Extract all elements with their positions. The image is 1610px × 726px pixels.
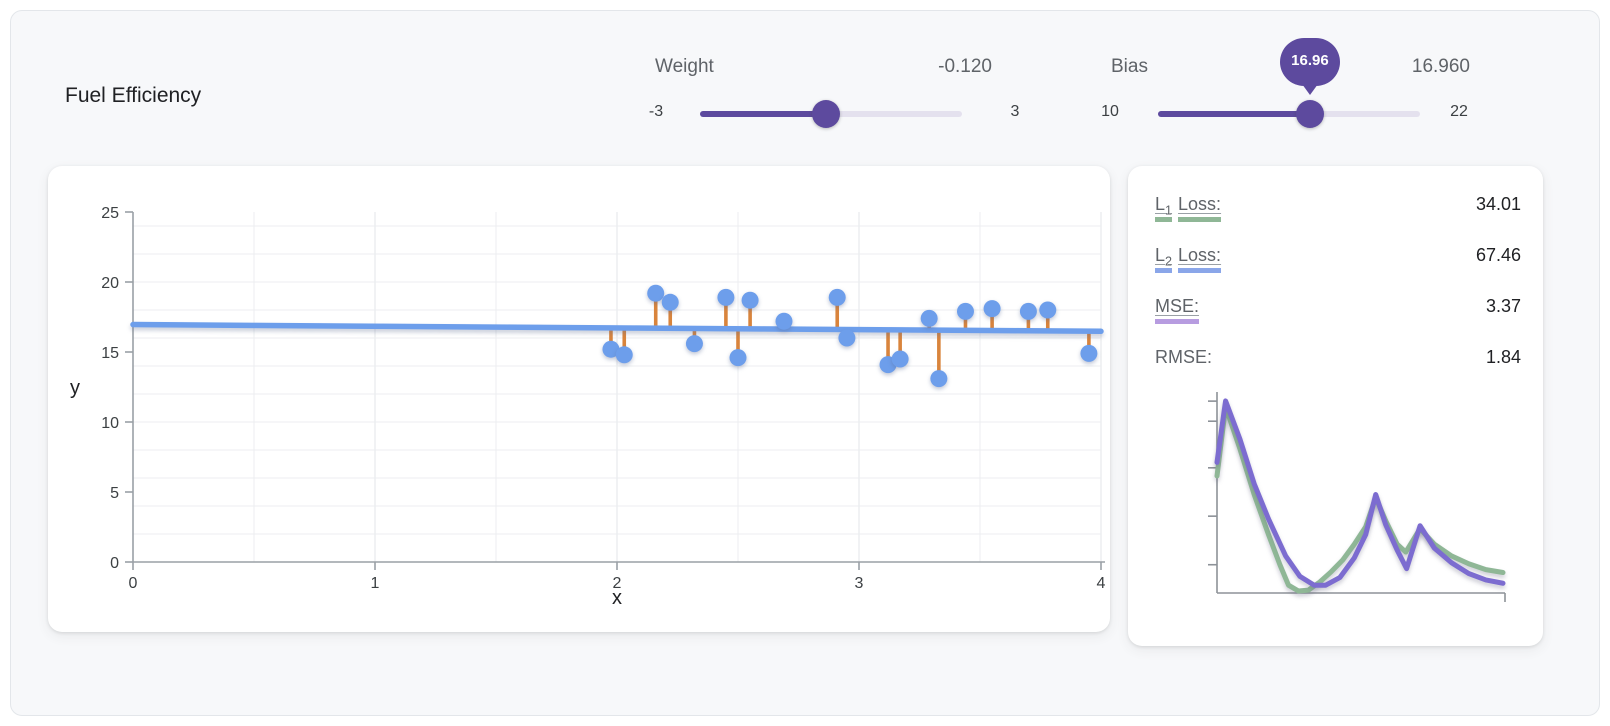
y-axis-title: y [70, 377, 80, 399]
weight-max-label: 3 [1010, 103, 1020, 120]
metric-label-segment: L2 [1155, 245, 1173, 273]
metric-label-segment: Loss: [1178, 194, 1222, 222]
scatter-point [983, 300, 1001, 318]
metric-label-segment: L1 [1155, 194, 1173, 222]
bias-slider-thumb[interactable] [1295, 100, 1324, 128]
scatter-point [956, 302, 974, 320]
page-title: Fuel Efficiency [65, 84, 202, 107]
scatter-point [930, 370, 948, 388]
weight-value: -0.120 [938, 56, 992, 77]
scatter-point [1080, 344, 1098, 362]
x-tick-label: 4 [1097, 575, 1106, 592]
scatter-point [838, 329, 856, 347]
metric-label-segment: RMSE: [1155, 347, 1213, 367]
metric-label-mse: MSE: [1155, 296, 1205, 324]
weight-min-label: -3 [648, 103, 664, 120]
bias-min-label: 10 [1101, 103, 1119, 120]
scatter-point [661, 293, 679, 311]
bias-max-label: 22 [1450, 103, 1468, 120]
metric-value-l2-loss: 67.46 [1475, 245, 1521, 265]
metric-label-segment: Loss: [1178, 245, 1222, 273]
fuel-efficiency-chart: 0 5 10 15 20 25 0 1 2 3 4 y x [70, 205, 1106, 609]
scatter-point [1019, 302, 1037, 320]
scatter-point [717, 288, 735, 306]
y-tick-label: 5 [110, 485, 119, 502]
bias-value-tooltip: 16.96 [1279, 38, 1340, 95]
metric-value-l1-loss: 34.01 [1475, 194, 1521, 214]
metric-label-rmse: RMSE: [1155, 347, 1218, 368]
bias-label: Bias [1111, 56, 1148, 77]
scatter-point [602, 340, 620, 358]
scatter-point [685, 335, 703, 353]
x-tick-label: 3 [855, 575, 864, 592]
x-axis-title: x [612, 587, 622, 609]
metric-row-rmse: RMSE: 1.84 [1155, 339, 1521, 390]
scatter-point [729, 349, 747, 367]
metric-rows: L1 Loss: 34.01 L2 Loss: 67.46 MSE: 3.37 RMSE: 1.8… [1155, 186, 1521, 390]
scatter-point [615, 346, 633, 364]
scatter-point [1039, 301, 1057, 319]
scatter-point [920, 309, 938, 327]
y-tick-label: 0 [110, 555, 119, 572]
scatter-point [775, 312, 793, 330]
regression-line [130, 321, 1104, 335]
scatter-point [741, 291, 759, 309]
weight-slider-fill [700, 111, 826, 117]
metric-value-mse: 3.37 [1485, 296, 1521, 316]
scatter-plot-card: 0 5 10 15 20 25 0 1 2 3 4 y x [48, 166, 1110, 632]
bias-slider-fill [1158, 111, 1310, 117]
metric-value-rmse: 1.84 [1485, 347, 1521, 367]
x-tick-label: 2 [613, 575, 622, 592]
bias-value: 16.960 [1411, 56, 1470, 77]
y-tick-label: 15 [101, 345, 119, 362]
y-tick-label: 10 [101, 415, 119, 432]
y-tick-label: 20 [101, 275, 119, 292]
x-tick-label: 1 [371, 575, 380, 592]
loss-curve-l1-loss [1214, 404, 1506, 594]
y-tick-label: 25 [101, 205, 119, 222]
weight-label: Weight [655, 56, 714, 77]
bias-slider-track[interactable] [1158, 111, 1420, 117]
metric-label-l1-loss: L1 Loss: [1155, 194, 1227, 222]
metric-row-l2-loss: L2 Loss: 67.46 [1155, 237, 1521, 288]
metric-label-l2-loss: L2 Loss: [1155, 245, 1227, 273]
loss-history-chart [1208, 392, 1506, 602]
scatter-point [828, 288, 846, 306]
metric-row-mse: MSE: 3.37 [1155, 288, 1521, 339]
loss-metrics-card: L1 Loss: 34.01 L2 Loss: 67.46 MSE: 3.37 RMSE: 1.8… [1128, 166, 1543, 646]
weight-slider-thumb[interactable] [811, 100, 840, 128]
metric-label-segment: MSE: [1155, 296, 1200, 324]
scatter-point [891, 350, 909, 368]
x-tick-label: 0 [129, 575, 138, 592]
loss-curve-mse [1214, 398, 1506, 588]
scatter-point [647, 284, 665, 302]
metric-row-l1-loss: L1 Loss: 34.01 [1155, 186, 1521, 237]
